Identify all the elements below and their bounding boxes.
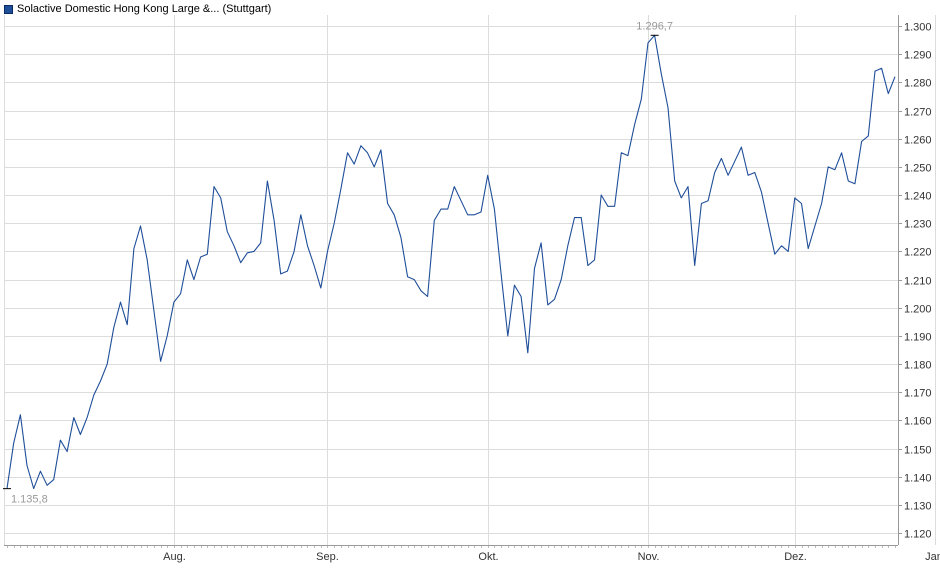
grid-lines: [4, 15, 936, 545]
y-tick-label: 1.160: [904, 416, 932, 428]
min-label: 1.135,8: [11, 494, 48, 506]
x-tick-label: Dez.: [784, 551, 807, 563]
y-tick-label: 1.210: [904, 276, 932, 288]
y-tick-label: 1.190: [904, 332, 932, 344]
price-series-line: [6, 34, 896, 490]
legend-label: Solactive Domestic Hong Kong Large &... …: [17, 3, 272, 15]
x-tick-label: Okt.: [478, 551, 498, 563]
y-tick-label: 1.290: [904, 50, 932, 62]
max-label: 1.296,7: [636, 20, 673, 32]
y-tick-label: 1.120: [904, 529, 932, 541]
y-tick-label: 1.260: [904, 135, 932, 147]
annotations: 1.296,7 1.135,8: [3, 20, 673, 506]
series-layer: [6, 34, 896, 490]
y-tick-label: 1.230: [904, 219, 932, 231]
chart-legend: Solactive Domestic Hong Kong Large &... …: [4, 3, 271, 15]
y-tick-label: 1.220: [904, 247, 932, 259]
x-tick-label: Sep.: [316, 551, 339, 563]
y-tick-label: 1.300: [904, 22, 932, 34]
y-tick-label: 1.180: [904, 360, 932, 372]
y-tick-label: 1.150: [904, 445, 932, 457]
x-tick-label: Jan.: [925, 551, 940, 563]
x-tick-label: Nov.: [638, 551, 660, 563]
y-tick-label: 1.130: [904, 501, 932, 513]
y-tick-label: 1.270: [904, 107, 932, 119]
y-tick-label: 1.170: [904, 388, 932, 400]
axes: 1.300 1.290 1.280 1.270 1.260 1.250 1.240 1.230…: [4, 15, 940, 563]
x-tick-label: Aug.: [163, 551, 186, 563]
legend-swatch: [4, 4, 13, 14]
y-tick-label: 1.200: [904, 304, 932, 316]
y-tick-label: 1.140: [904, 473, 932, 485]
y-tick-label: 1.240: [904, 191, 932, 203]
y-tick-label: 1.250: [904, 163, 932, 175]
y-tick-label: 1.280: [904, 78, 932, 90]
